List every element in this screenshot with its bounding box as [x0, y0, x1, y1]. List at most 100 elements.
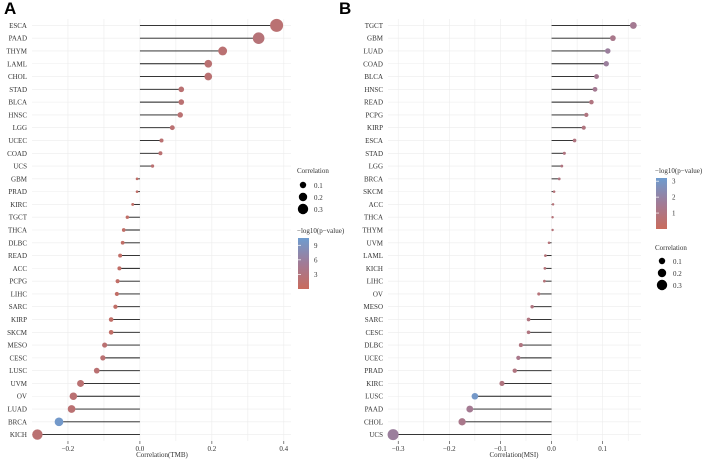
lollipop-point-ucs	[150, 164, 155, 168]
lollipop-point-cesc	[100, 355, 106, 361]
panel-b-size-key-3	[656, 279, 668, 291]
panel-a-size-legend-title: Correlation	[297, 167, 329, 175]
y-tick-label-esca: ESCA	[9, 22, 27, 30]
lollipop-point-paad	[252, 32, 265, 45]
lollipop-point-laml	[544, 254, 547, 257]
colorbar-tick-label: 1	[672, 210, 676, 218]
panel-a-size-key-2	[298, 192, 308, 202]
x-tick-label: 0.2	[207, 445, 216, 453]
y-tick-label-sarc: SARC	[9, 303, 28, 311]
y-tick-label-acc: ACC	[13, 265, 28, 273]
lollipop-point-thca	[551, 215, 554, 219]
x-tick-label: −0.3	[392, 445, 405, 453]
lollipop-point-brca	[54, 417, 64, 427]
y-tick-label-lihc: LIHC	[11, 290, 28, 298]
lollipop-point-esca	[270, 18, 284, 32]
y-tick-label-laml: LAML	[363, 252, 383, 260]
y-tick-label-thca: THCA	[364, 214, 383, 222]
y-tick-label-cesc: CESC	[365, 329, 383, 337]
y-tick-label-coad: COAD	[363, 60, 383, 68]
y-tick-label-meso: MESO	[8, 342, 27, 350]
lollipop-point-coad	[158, 151, 163, 156]
y-tick-label-esca: ESCA	[365, 137, 383, 145]
y-tick-label-paad: PAAD	[9, 35, 27, 43]
lollipop-point-paad	[466, 405, 474, 413]
y-tick-label-luad: LUAD	[8, 406, 27, 414]
x-tick-label: −0.1	[494, 445, 507, 453]
colorbar-tick-label: 6	[314, 256, 318, 264]
lollipop-point-prad	[135, 190, 139, 193]
lollipop-point-kirp	[108, 317, 114, 322]
lollipop-point-skcm	[108, 329, 114, 335]
lollipop-point-blca	[178, 99, 185, 105]
lollipop-point-tgct	[125, 215, 130, 219]
y-tick-label-cesc: CESC	[9, 354, 27, 362]
panel-a-color-legend-title: −log10(p−value)	[297, 227, 345, 235]
lollipop-point-lusc	[93, 367, 100, 374]
panel-b-grid	[388, 19, 641, 441]
panel-a-size-legend: Correlation 0.1 0.2 0.3	[297, 167, 329, 215]
lollipop-point-pcpg	[115, 279, 120, 284]
lollipop-point-meso	[102, 342, 108, 348]
lollipop-point-laml	[204, 59, 213, 68]
y-tick-label-acc: ACC	[369, 201, 384, 209]
y-tick-label-kirc: KIRC	[10, 201, 27, 209]
panel-b-y-tick-labels: TGCT GBM LUAD COAD BLCA HNSC READ PCPG KIRP ESCA S…	[362, 22, 383, 439]
lollipop-point-brca	[557, 177, 561, 181]
y-tick-label-kirp: KIRP	[367, 124, 383, 132]
lollipop-point-blca	[594, 74, 599, 79]
panel-b-size-legend: Correlation 0.1 0.2 0.3	[655, 244, 687, 291]
lollipop-point-sarc	[113, 304, 118, 309]
lollipop-point-lusc	[471, 392, 479, 400]
y-tick-label-chol: CHOL	[8, 73, 27, 81]
panel-a-size-key-1	[299, 181, 307, 189]
y-tick-label-lgg: LGG	[13, 124, 27, 132]
lollipop-point-dlbc	[120, 240, 125, 245]
panel-a-marks	[32, 18, 284, 440]
y-tick-label-ov: OV	[373, 290, 383, 298]
lollipop-point-esca	[572, 138, 577, 143]
y-tick-label-thym: THYM	[6, 47, 27, 55]
lollipop-point-ucs	[387, 429, 399, 441]
y-tick-label-uvm: UVM	[367, 239, 384, 247]
y-tick-label-read: READ	[364, 99, 383, 107]
lollipop-point-hnsc	[177, 112, 183, 118]
y-tick-label-pcpg: PCPG	[365, 111, 383, 119]
x-tick-label: 0.4	[279, 445, 288, 453]
panel-b-size-key-2-label: 0.2	[673, 270, 682, 278]
y-tick-label-skcm: SKCM	[363, 188, 384, 196]
y-tick-label-kirc: KIRC	[366, 380, 383, 388]
panel-a-y-tick-labels: ESCA PAAD THYM LAML CHOL STAD BLCA HNSC LGG UCEC C…	[6, 22, 27, 439]
y-tick-label-lgg: LGG	[369, 163, 383, 171]
x-tick-label: −0.2	[443, 445, 456, 453]
y-tick-label-dlbc: DLBC	[8, 239, 27, 247]
lollipop-point-chol	[458, 418, 466, 426]
panel-b-x-ticks: −0.3 −0.2 −0.1 0.0 0.1	[392, 441, 608, 453]
panel-b: B TGCT GBM LUAD COAD BLCA HNSC READ PCPG KIRP ESC…	[339, 0, 703, 459]
y-tick-label-lihc: LIHC	[367, 278, 384, 286]
y-tick-label-meso: MESO	[364, 303, 383, 311]
lollipop-point-read	[589, 99, 594, 105]
lollipop-point-lgg	[169, 125, 175, 131]
y-tick-label-sarc: SARC	[365, 316, 384, 324]
lollipop-point-thym	[218, 46, 228, 56]
y-tick-label-blca: BLCA	[364, 73, 383, 81]
panel-b-size-key-1-label: 0.1	[673, 258, 682, 266]
lollipop-point-ucec	[159, 138, 164, 143]
panel-b-x-axis-title: Correlation(MSI)	[490, 451, 540, 459]
y-tick-label-ucs: UCS	[13, 163, 27, 171]
x-tick-label: −0.2	[62, 445, 75, 453]
y-tick-label-read: READ	[8, 252, 27, 260]
colorbar-tick-label: 9	[314, 242, 318, 250]
lollipop-point-cesc	[526, 330, 531, 335]
lollipop-point-stad	[178, 86, 185, 93]
lollipop-point-gbm	[610, 35, 616, 42]
y-tick-label-kirp: KIRP	[11, 316, 27, 324]
y-tick-label-gbm: GBM	[367, 35, 384, 43]
lollipop-point-gbm	[135, 177, 139, 181]
panel-a-grid	[32, 19, 291, 441]
panel-a-label: A	[4, 0, 16, 18]
y-tick-label-dlbc: DLBC	[364, 342, 383, 350]
lollipop-point-acc	[551, 203, 555, 206]
lollipop-point-meso	[530, 304, 534, 309]
